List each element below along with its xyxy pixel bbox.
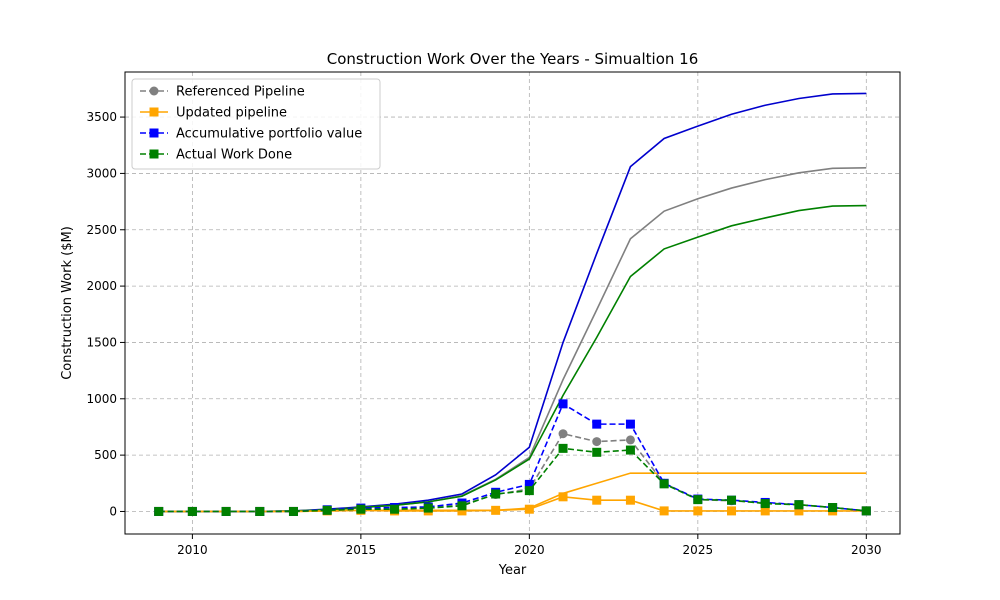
data-point — [693, 506, 703, 516]
legend-label: Updated pipeline — [176, 106, 287, 121]
data-point — [524, 504, 534, 514]
series-layer — [154, 92, 871, 516]
y-tick-label: 2500 — [86, 223, 117, 237]
axes: 2010 2015 2020 2025 2030 0 500 1000 1500 2000 2500… — [86, 110, 881, 557]
data-point — [760, 506, 770, 516]
data-point — [794, 500, 804, 510]
data-point — [187, 506, 197, 516]
legend-marker — [149, 86, 159, 96]
y-tick-label: 500 — [94, 448, 117, 462]
data-point — [322, 505, 332, 515]
data-point — [625, 435, 635, 445]
data-point — [255, 506, 265, 516]
data-point — [491, 489, 501, 499]
data-point — [659, 479, 669, 489]
y-axis-label: Construction Work ($M) — [60, 226, 75, 380]
legend-label: Actual Work Done — [176, 148, 292, 163]
data-point — [524, 479, 534, 489]
data-point — [625, 419, 635, 429]
data-point — [592, 419, 602, 429]
data-point — [524, 486, 534, 496]
y-tick-label: 3000 — [86, 166, 117, 180]
legend-box — [131, 78, 381, 170]
data-point — [760, 499, 770, 509]
data-point — [356, 504, 366, 514]
y-tick-label: 2000 — [86, 279, 117, 293]
data-point — [727, 506, 737, 516]
series-line — [158, 496, 867, 513]
data-point — [423, 503, 433, 513]
data-point — [457, 506, 467, 516]
data-point — [794, 506, 804, 516]
x-axis-label: Year — [498, 563, 527, 578]
data-point — [592, 495, 602, 505]
x-tick-label: 2030 — [851, 543, 882, 557]
y-tick-label: 3500 — [86, 110, 117, 124]
data-point — [625, 445, 635, 455]
x-tick-label: 2025 — [683, 543, 714, 557]
legend-marker — [149, 107, 159, 117]
data-point — [625, 495, 635, 505]
y-tick-label: 1000 — [86, 392, 117, 406]
data-point — [558, 443, 568, 453]
data-point — [558, 399, 568, 409]
legend-label: Referenced Pipeline — [176, 85, 305, 100]
data-point — [288, 506, 298, 516]
plot-frame — [124, 71, 901, 535]
series-line — [158, 402, 867, 513]
legend-marker — [149, 149, 159, 159]
data-point — [558, 492, 568, 502]
x-tick-label: 2010 — [177, 543, 208, 557]
series-line — [158, 447, 867, 513]
legend-label: Accumulative portfolio value — [176, 127, 362, 142]
data-point — [592, 447, 602, 457]
cumulative-line — [158, 204, 867, 513]
data-point — [457, 501, 467, 511]
data-point — [592, 437, 602, 447]
data-point — [861, 506, 871, 516]
data-point — [221, 506, 231, 516]
data-point — [727, 495, 737, 505]
data-point — [491, 505, 501, 515]
legend-marker — [149, 128, 159, 138]
x-tick-label: 2020 — [514, 543, 545, 557]
y-tick-label: 1500 — [86, 335, 117, 349]
x-tick-label: 2015 — [346, 543, 377, 557]
data-point — [154, 506, 164, 516]
data-point — [828, 503, 838, 513]
data-point — [558, 429, 568, 439]
data-point — [693, 495, 703, 505]
legend: Referenced Pipeline Updated pipeline Accum… — [131, 78, 381, 170]
data-point — [659, 506, 669, 516]
y-tick-label: 0 — [109, 504, 117, 518]
data-point — [390, 504, 400, 514]
chart-title: Construction Work Over the Years - Simua… — [327, 50, 699, 68]
